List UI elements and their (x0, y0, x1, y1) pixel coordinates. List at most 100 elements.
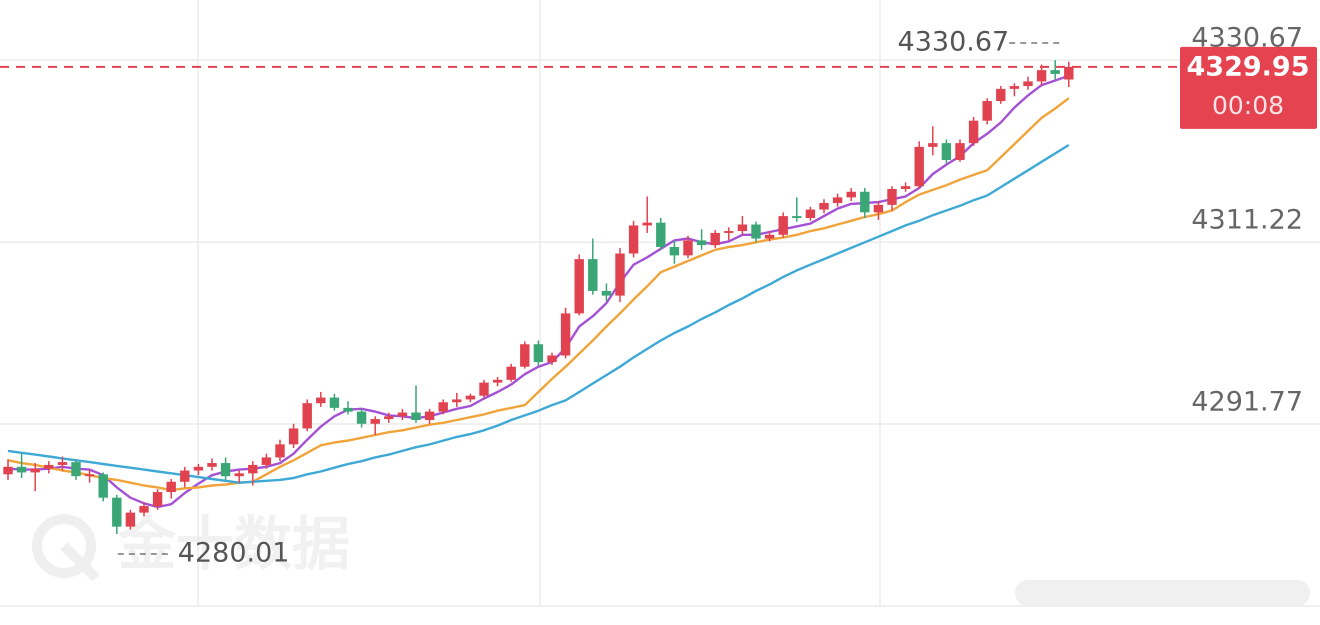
candle-body (288, 428, 299, 445)
candle-body (819, 202, 829, 210)
candle-body (724, 231, 734, 233)
candle-body (873, 204, 884, 213)
candle-body (941, 143, 952, 160)
blurred-overlay (1015, 580, 1310, 606)
ma-line (7, 97, 1070, 492)
countdown-label: 00:08 (1212, 91, 1284, 120)
candle-body (248, 464, 258, 474)
candle-body (805, 209, 816, 218)
candle-body (574, 259, 584, 314)
candle-body (737, 224, 748, 232)
candle-body (343, 407, 353, 412)
candle-body (452, 399, 462, 403)
y-tick-label: 4311.22 (1191, 205, 1303, 236)
candle-body (275, 444, 285, 458)
candle-body (234, 473, 244, 477)
watermark-text: 金十数据 (118, 510, 350, 578)
candle-body (1050, 70, 1060, 74)
candle-body (84, 474, 95, 477)
ma-lines-layer (7, 74, 1070, 509)
candle-body (533, 344, 544, 363)
candle-body (207, 463, 217, 467)
candle-body (71, 462, 81, 477)
annotation-layer: 4329.95 00:08 4330.67 4280.01 (0, 27, 1317, 569)
candle-body (751, 224, 761, 239)
candles-layer (3, 60, 1074, 535)
candle-body (1064, 66, 1074, 80)
price-badge (1180, 46, 1317, 129)
candle-body (914, 146, 924, 187)
candle-body (57, 462, 68, 465)
candle-body (669, 246, 680, 256)
candle-body (1036, 70, 1047, 82)
candle-body (438, 402, 448, 412)
candle-body (982, 101, 992, 121)
candle-body (547, 355, 557, 363)
ma-line (7, 74, 1070, 509)
candle-body (778, 216, 788, 235)
candle-body (656, 222, 666, 247)
candle-body (302, 403, 312, 429)
candle-body (397, 412, 408, 417)
candle-body (3, 466, 13, 475)
high-marker-label: 4330.67 (898, 27, 1010, 58)
candle-body (615, 253, 625, 296)
candle-body (506, 366, 516, 380)
watermark: 金十数据 (32, 510, 350, 582)
candle-body (492, 379, 503, 383)
candle-body (968, 120, 979, 144)
candle-body (384, 416, 394, 420)
candle-body (601, 290, 612, 296)
candle-body (411, 412, 421, 421)
candle-body (860, 191, 870, 213)
candle-body (900, 186, 911, 189)
candle-body (193, 466, 204, 471)
candle-body (139, 506, 149, 513)
candle-body (465, 395, 476, 400)
candle-body (996, 88, 1006, 102)
candle-body (220, 463, 231, 477)
candle-body (44, 464, 54, 469)
candle-body (710, 232, 720, 246)
low-marker-label: 4280.01 (178, 538, 290, 569)
candle-body (887, 188, 897, 205)
y-tick-label: 4291.77 (1191, 387, 1303, 418)
candle-body (832, 197, 843, 203)
candle-body (642, 222, 652, 226)
candle-body (955, 143, 965, 160)
candle-body (16, 466, 27, 473)
candle-body (1023, 81, 1033, 87)
candle-body (846, 191, 856, 198)
candle-body (180, 470, 190, 482)
candle-body (166, 481, 176, 493)
candle-body (370, 419, 380, 424)
candle-body (152, 492, 163, 507)
candle-body (628, 225, 639, 254)
candle-body (764, 234, 775, 239)
candle-body (30, 468, 40, 473)
candle-body (112, 497, 122, 527)
candle-body (792, 216, 802, 218)
candle-body (98, 474, 108, 498)
candle-body (424, 411, 435, 421)
candle-body (261, 457, 272, 465)
candle-body (125, 512, 136, 527)
watermark-logo (32, 514, 96, 578)
candle-body (928, 143, 938, 147)
candle-body (520, 344, 530, 367)
candle-body (683, 240, 693, 256)
candle-body (316, 397, 326, 404)
candle-body (479, 382, 489, 396)
ma-line (7, 143, 1070, 484)
watermark-logo-tail (60, 542, 100, 582)
candle-body (329, 397, 340, 408)
candle-body (588, 259, 598, 291)
candle-body (560, 313, 571, 356)
candle-body (356, 411, 367, 424)
last-price-label: 4329.95 (1187, 51, 1310, 82)
candle-body (696, 240, 707, 246)
candle-body (1009, 86, 1020, 89)
